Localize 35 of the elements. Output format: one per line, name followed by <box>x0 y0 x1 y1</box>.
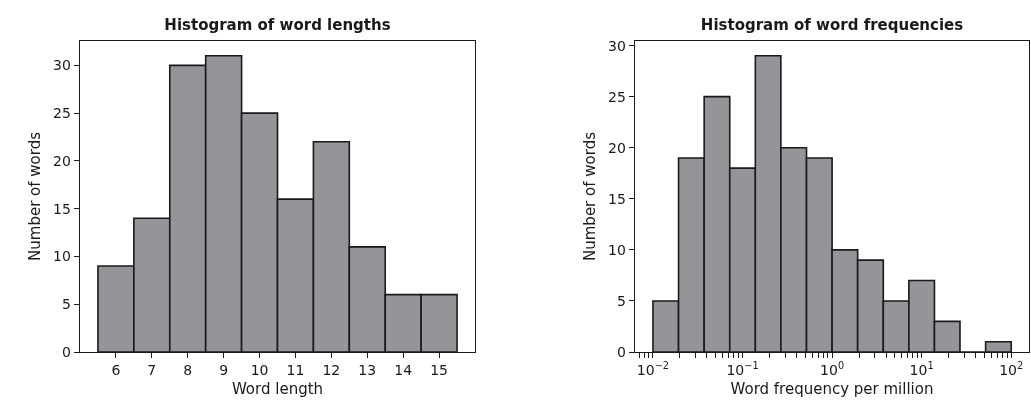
x-axis-title: Word length <box>231 379 324 398</box>
x-tick-label: 10$^{−1}$ <box>726 360 759 379</box>
y-tick-label: 20 <box>608 139 626 156</box>
chart-title: Histogram of word lengths <box>164 16 391 35</box>
y-axis-title: Number of words <box>26 131 45 261</box>
y-tick-label: 15 <box>53 200 71 217</box>
x-tick-label: 12 <box>322 362 341 379</box>
x-tick-label: 6 <box>111 362 121 379</box>
x-tick-label: 14 <box>394 362 413 379</box>
x-tick-label: 10$^{1}$ <box>909 360 934 379</box>
x-tick-label: 7 <box>147 362 157 379</box>
y-tick-label: 30 <box>53 57 71 74</box>
x-tick-label: 8 <box>183 362 193 379</box>
y-tick-label: 30 <box>608 37 626 54</box>
y-axis-title: Number of words <box>581 131 600 261</box>
y-tick-label: 25 <box>608 88 626 105</box>
y-tick-label: 5 <box>616 292 626 309</box>
x-tick-label: 10 <box>250 362 269 379</box>
x-tick-label: 15 <box>430 362 448 379</box>
x-tick-label: 10$^{2}$ <box>999 360 1024 379</box>
y-tick-label: 10 <box>53 248 71 265</box>
x-tick-label: 9 <box>219 362 229 379</box>
x-tick-label: 10$^{0}$ <box>820 360 845 379</box>
x-tick-label: 13 <box>358 362 377 379</box>
y-tick-label: 5 <box>61 296 71 313</box>
y-tick-label: 0 <box>61 343 71 360</box>
x-axis-title: Word frequency per million <box>730 379 934 398</box>
y-tick-label: 0 <box>616 343 626 360</box>
x-tick-label: 11 <box>286 362 305 379</box>
y-tick-label: 15 <box>608 190 626 207</box>
chart-title: Histogram of word frequencies <box>700 16 964 35</box>
y-tick-label: 10 <box>608 241 626 258</box>
x-tick-label: 10$^{−2}$ <box>636 360 670 379</box>
y-tick-label: 20 <box>53 152 71 169</box>
y-tick-label: 25 <box>53 105 71 122</box>
